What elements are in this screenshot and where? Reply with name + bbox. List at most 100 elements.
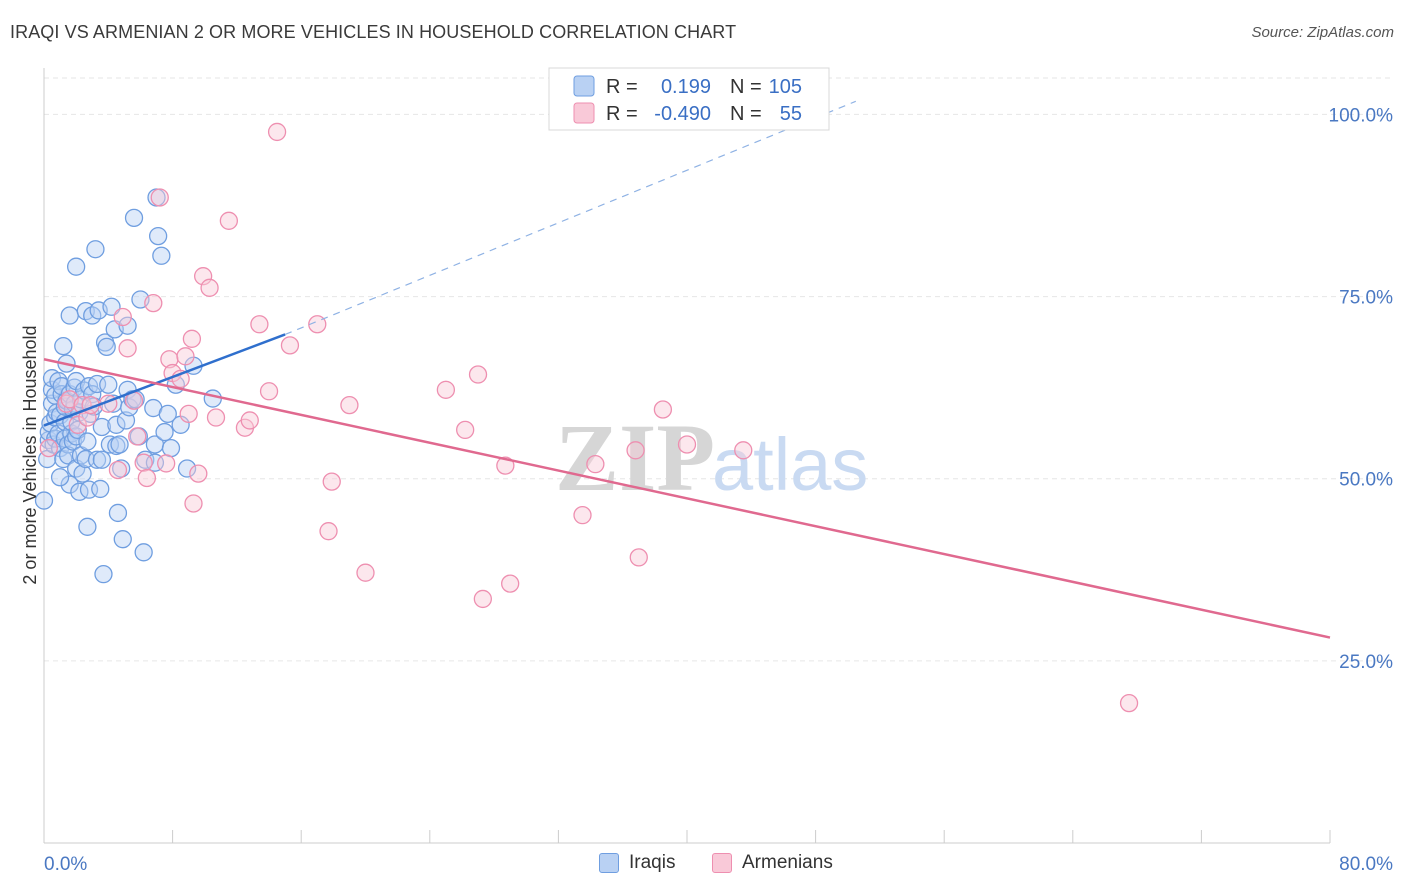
armenians-point [179,404,198,424]
correlation-legend: R = 0.199 N = 105 R = -0.490 N = 55 [548,67,830,131]
iraqis-point [60,475,79,494]
tick-labels: 25.0% 50.0% 75.0% 100.0% 0.0% 80.0% [44,105,1393,875]
iraqis-point [50,468,70,487]
armenians-point [118,339,137,358]
armenians-point [134,453,153,472]
armenians-point [629,548,648,567]
armenians-point [340,395,359,415]
armenians-point [267,122,287,142]
iraqis-point [60,306,79,325]
y-tick-label: 75.0% [1339,288,1393,309]
armenians-point [113,307,132,327]
iraqis-point [78,517,97,536]
iraqis-point [134,543,153,562]
iraqis-point [78,432,97,451]
armenians-point [653,400,673,419]
legend-item-armenians[interactable]: Armenians [712,852,833,874]
legend-n-value-iraqis: 105 [769,76,802,98]
armenians-point [436,380,456,399]
armenians-point [189,464,208,483]
legend-r-label-armenians: R = [606,103,638,125]
armenians-point [677,435,697,454]
legend-label-armenians: Armenians [742,852,833,873]
armenians-point [108,460,128,480]
armenians-point [280,336,300,355]
armenians-point [157,454,176,473]
legend-r-label-iraqis: R = [606,76,638,98]
series-points-iraqis [34,188,222,584]
iraqis-point [161,438,181,458]
iraqis-point [113,530,132,549]
y-tick-label: 25.0% [1339,652,1393,673]
y-tick-label: 100.0% [1329,105,1394,126]
iraqis-point [67,257,86,276]
trend-line-iraqis [43,333,286,427]
armenians-point [468,365,488,384]
iraqis-point [34,491,54,510]
trend-line-armenians [43,358,1331,639]
legend-n-label-iraqis: N = [730,76,762,98]
legend-color-armenians [712,853,732,873]
iraqis-point [124,208,144,228]
iraqis-point [54,336,73,356]
legend-color-iraqis [599,853,619,873]
watermark-atlas: atlas [712,423,868,506]
armenians-point [137,468,157,488]
armenians-point [250,315,269,334]
armenians-point [356,563,375,582]
iraqis-point [158,404,177,424]
iraqis-point [110,435,129,454]
armenians-point [39,438,58,458]
x-tick-label-min: 0.0% [44,854,87,875]
legend-item-iraqis[interactable]: Iraqis [599,852,675,874]
armenians-point [182,329,202,348]
chart-title: IRAQI VS ARMENIAN 2 OR MORE VEHICLES IN … [10,22,737,42]
legend-r-value-iraqis: 0.199 [661,76,711,98]
armenians-point [68,415,87,434]
armenians-point [184,494,203,513]
watermark-zip: ZIP [555,404,715,511]
iraqis-point [107,415,126,434]
iraqis-point [118,316,137,335]
armenians-point [219,211,239,230]
legend-label-iraqis: Iraqis [629,852,676,873]
armenians-point [586,454,605,474]
armenians-point [150,188,169,207]
y-tick-label: 50.0% [1339,470,1393,491]
y-axis-label: 2 or more Vehicles in Household [20,325,40,584]
trend-lines [43,100,1331,639]
armenians-point [144,293,163,313]
iraqis-point [102,297,121,316]
x-tick-label-max: 80.0% [1339,854,1393,875]
armenians-point [322,472,341,491]
armenians-point [319,522,338,541]
legend-swatch-iraqis [573,75,595,97]
armenians-point [496,456,515,475]
armenians-point [176,347,195,366]
armenians-point [259,382,279,401]
iraqis-point [91,479,110,499]
iraqis-point [177,459,197,478]
iraqis-point [97,337,116,356]
iraqis-point [63,432,83,451]
iraqis-point [92,450,112,469]
armenians-point [240,411,259,430]
armenians-point [626,441,645,460]
iraqis-point [92,417,112,437]
armenians-point [734,441,753,460]
iraqis-point [73,464,92,483]
legend-r-value-armenians: -0.490 [654,103,711,125]
iraqis-point [100,435,120,454]
source-label: Source: ZipAtlas.com [1251,24,1394,41]
armenians-point [128,427,147,446]
armenians-point [501,574,520,593]
trend-line-iraqis-extrapolated [284,100,857,336]
iraqis-point [67,427,86,446]
iraqis-point [108,503,128,523]
armenians-point [200,278,219,297]
iraqis-point [87,450,107,469]
iraqis-point [203,389,222,408]
iraqis-point [58,446,78,465]
iraqis-point [148,226,168,246]
